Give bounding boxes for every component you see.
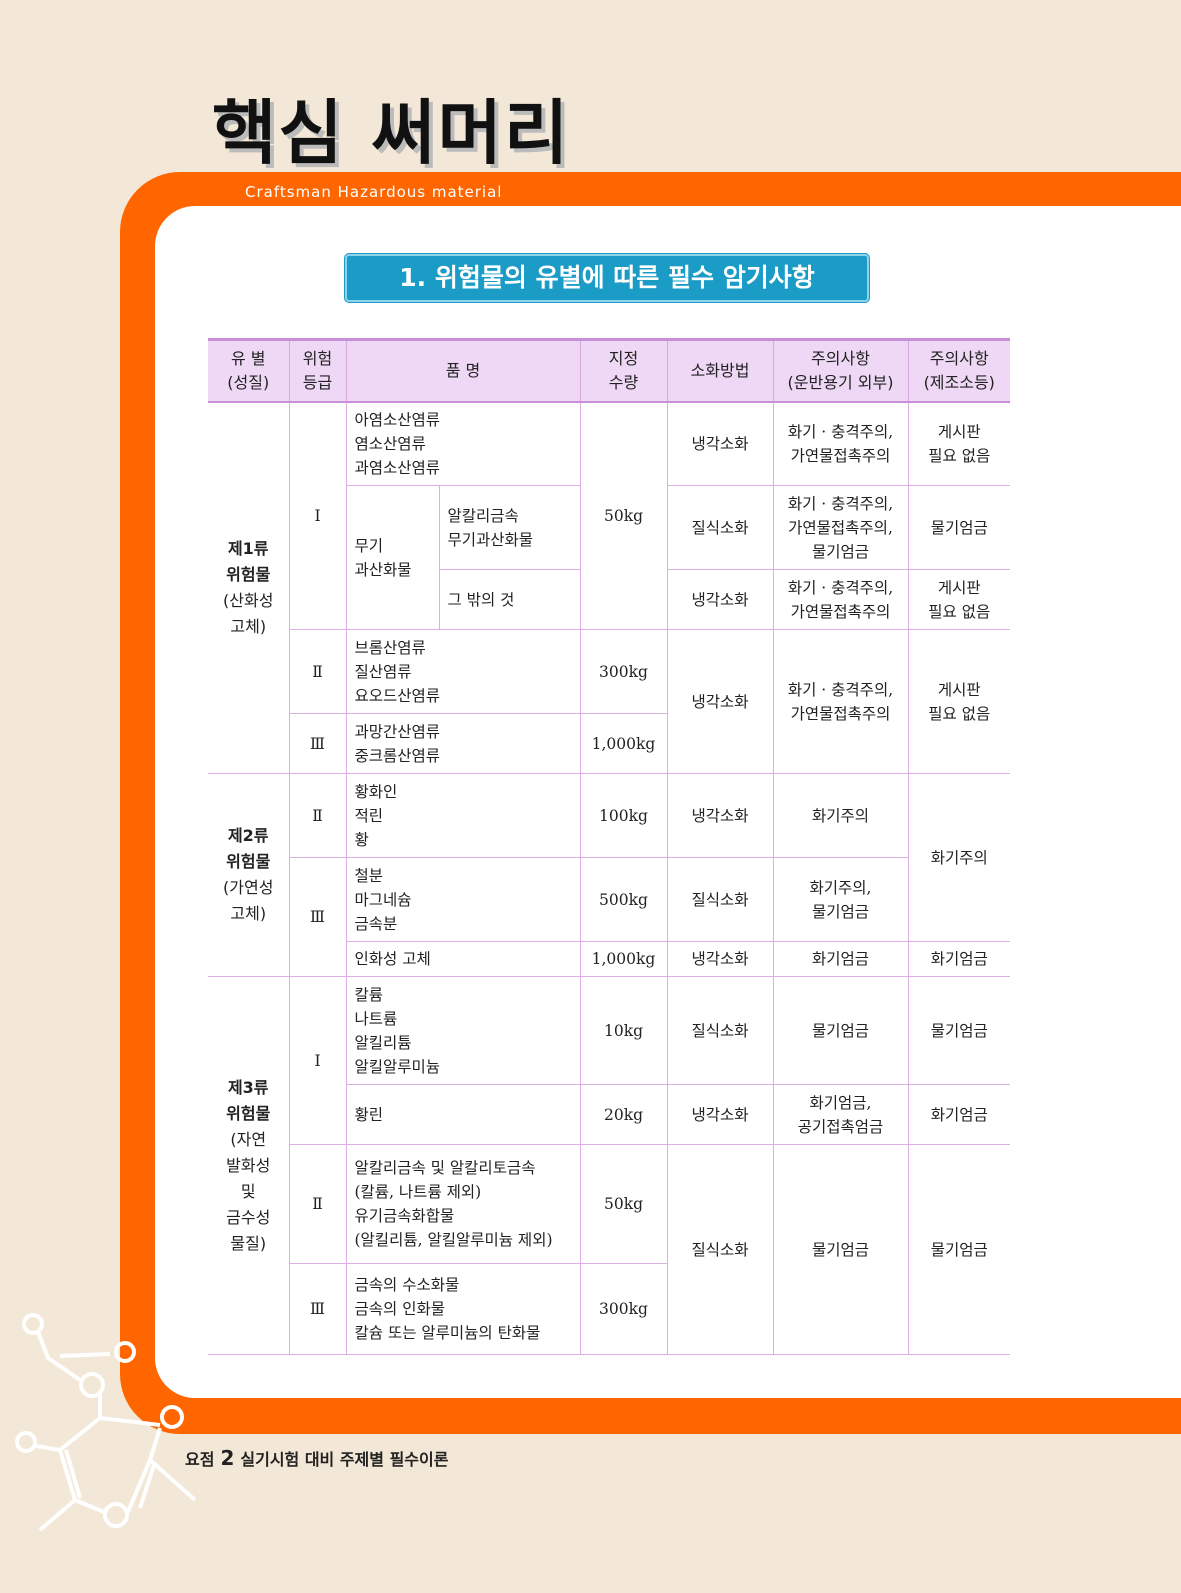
table-cell: 알칼리금속 무기과산화물 [438,485,581,570]
table-cell: 알칼리금속 및 알칼리토금속 (칼륨, 나트륨 제외) 유기금속화합물 (알킬리… [345,1144,581,1264]
table-cell: 게시판 필요 없음 [907,629,1010,774]
header-extinguish: 소화방법 [666,338,773,403]
footer-number: 2 [220,1446,235,1470]
table-cell: 화기 · 충격주의, 가연물접촉주의 [772,629,909,774]
table-cell: 냉각소화 [666,629,774,774]
header-name: 품 명 [345,338,580,403]
table-cell: 칼륨 나트륨 알킬리튬 알킬알루미늄 [345,976,581,1085]
table-cell: 철분 마그네슘 금속분 [345,857,581,942]
table-cell: 100kg [579,773,668,858]
table-cell: 20kg [579,1084,668,1145]
table-row: Ⅲ 금속의 수소화물 금속의 인화물 칼슘 또는 알루미늄의 탄화물 300kg [208,1263,1010,1355]
table-cell: 10kg [579,976,668,1085]
table-row: Ⅲ 과망간산염류 중크롬산염류 1,000kg [208,713,1010,774]
table-row: Ⅱ 알칼리금속 및 알칼리토금속 (칼륨, 나트륨 제외) 유기금속화합물 (알킬… [208,1144,1010,1355]
section-title: 1. 위험물의 유별에 따른 필수 암기사항 [345,254,869,302]
table-cell: 300kg [579,629,668,714]
table-cell: 냉각소화 [666,1084,774,1145]
hazmat-table: 유 별 (성질) 위험 등급 품 명 지정 수량 소화방법 주의사항 (운반용기… [208,338,1010,1355]
table-cell: 금속의 수소화물 금속의 인화물 칼슘 또는 알루미늄의 탄화물 [345,1263,581,1355]
table-cell: 500kg [579,857,668,942]
table-cell: Ⅲ [288,1263,347,1355]
table-cell: Ⅱ [288,773,347,858]
table-cell: 냉각소화 [666,401,774,486]
table-cell: Ⅱ [288,1144,347,1264]
table-row: 제2류 위험물 (가연성 고체) Ⅱ 황화인 적린 황 100kg 냉각소화 화기주의 화기… [208,773,1010,977]
table-cell: 화기 · 충격주의, 가연물접촉주의, 물기엄금 [772,485,909,570]
header-quantity: 지정 수량 [579,338,667,403]
table-cell: 질식소화 [666,976,774,1085]
table-row: 인화성 고체 1,000kg 냉각소화 화기엄금 화기엄금 [208,941,1010,977]
table-cell: 50kg [579,401,668,630]
table-cell: 질식소화 [666,485,774,570]
table-cell: 물기엄금 [907,485,1010,570]
table-cell: Ⅱ [288,629,347,714]
table-cell: Ⅲ [288,713,347,774]
table-cell: 무기 과산화물 [345,485,440,630]
table-cell: 황린 [345,1084,581,1145]
table-cell: 아염소산염류 염소산염류 과염소산염류 [345,401,581,486]
table-row: 무기 과산화물 알칼리금속 무기과산화물 질식소화 화기 · 충격주의, 가연물접촉주… [208,485,1010,630]
table-cell: 브롬산염류 질산염류 요오드산염류 [345,629,581,714]
table-cell: Ⅰ [288,401,347,630]
table-cell: 300kg [579,1263,667,1355]
table-cell: 게시판 필요 없음 [907,569,1010,630]
table-cell: 1,000kg [579,713,667,774]
table-cell: 물기엄금 [907,976,1010,1085]
footer-text: 실기시험 대비 주제별 필수이론 [240,1450,449,1469]
table-cell: 물기엄금 [772,976,909,1085]
table-cell: 화기주의, 물기엄금 [772,857,908,942]
table-cell: 화기 · 충격주의, 가연물접촉주의 [772,569,909,630]
subtitle: Craftsman Hazardous material [245,183,503,201]
page-title: 핵심 써머리 [212,92,571,174]
header-grade: 위험 등급 [288,338,346,403]
table-cell: 냉각소화 [666,569,774,630]
table-row: 제3류 위험물 (자연 발화성 및 금수성 물질) Ⅰ 칼륨 나트륨 알킬리튬 알킬… [208,976,1010,1355]
table-row: Ⅱ 브롬산염류 질산염류 요오드산염류 300kg 냉각소화 화기 · 충격주의, 가연… [208,629,1010,774]
table-cell: 화기엄금 [907,1084,1010,1145]
class-cell: 제3류 위험물 (자연 발화성 및 금수성 물질) [208,976,290,1355]
table-cell: 냉각소화 [666,941,774,977]
class-cell: 제2류 위험물 (가연성 고체) [208,773,290,977]
footer-label: 요점 [185,1450,215,1469]
table-cell: 황화인 적린 황 [345,773,581,858]
table-cell: 화기주의 [907,773,1010,942]
table-cell: 화기엄금, 공기접촉엄금 [772,1084,909,1145]
table-row: Ⅲ 철분 마그네슘 금속분 500kg 질식소화 화기주의, 물기엄금 [208,857,1010,977]
table-cell: 1,000kg [579,941,668,977]
table-cell: Ⅰ [288,976,347,1145]
table-cell: 과망간산염류 중크롬산염류 [345,713,581,774]
table-cell: 질식소화 [666,857,774,942]
table-cell: 게시판 필요 없음 [907,401,1010,486]
table-cell: 화기주의 [772,773,909,858]
table-cell: 50kg [579,1144,668,1264]
table-header-row: 유 별 (성질) 위험 등급 품 명 지정 수량 소화방법 주의사항 (운반용기… [208,338,1010,403]
class-cell: 제1류 위험물 (산화성 고체) [208,401,290,774]
molecule-decoration-icon [15,1313,197,1532]
header-caution-transport: 주의사항 (운반용기 외부) [772,338,908,403]
table-cell: 냉각소화 [666,773,774,858]
table-cell: 질식소화 [666,1144,774,1355]
header-caution-facility: 주의사항 (제조소등) [907,338,1010,403]
table-cell: 화기엄금 [907,941,1010,977]
table-cell: 화기엄금 [772,941,909,977]
table-row: 제1류 위험물 (산화성 고체) Ⅰ 아염소산염류 염소산염류 과염소산염류 50kg… [208,401,1010,774]
footer: 요점 2 실기시험 대비 주제별 필수이론 [185,1446,448,1472]
table-cell: Ⅲ [288,857,347,977]
table-cell: 화기 · 충격주의, 가연물접촉주의 [772,401,909,486]
table-cell: 인화성 고체 [345,941,581,977]
header-class: 유 별 (성질) [208,338,289,403]
table-row: 그 밖의 것 냉각소화 화기 · 충격주의, 가연물접촉주의 게시판 필요 없음 [208,569,1010,630]
table-row: 황린 20kg 냉각소화 화기엄금, 공기접촉엄금 화기엄금 [208,1084,1010,1145]
table-cell: 그 밖의 것 [438,569,581,630]
table-cell: 물기엄금 [772,1144,909,1355]
table-cell: 물기엄금 [907,1144,1010,1355]
